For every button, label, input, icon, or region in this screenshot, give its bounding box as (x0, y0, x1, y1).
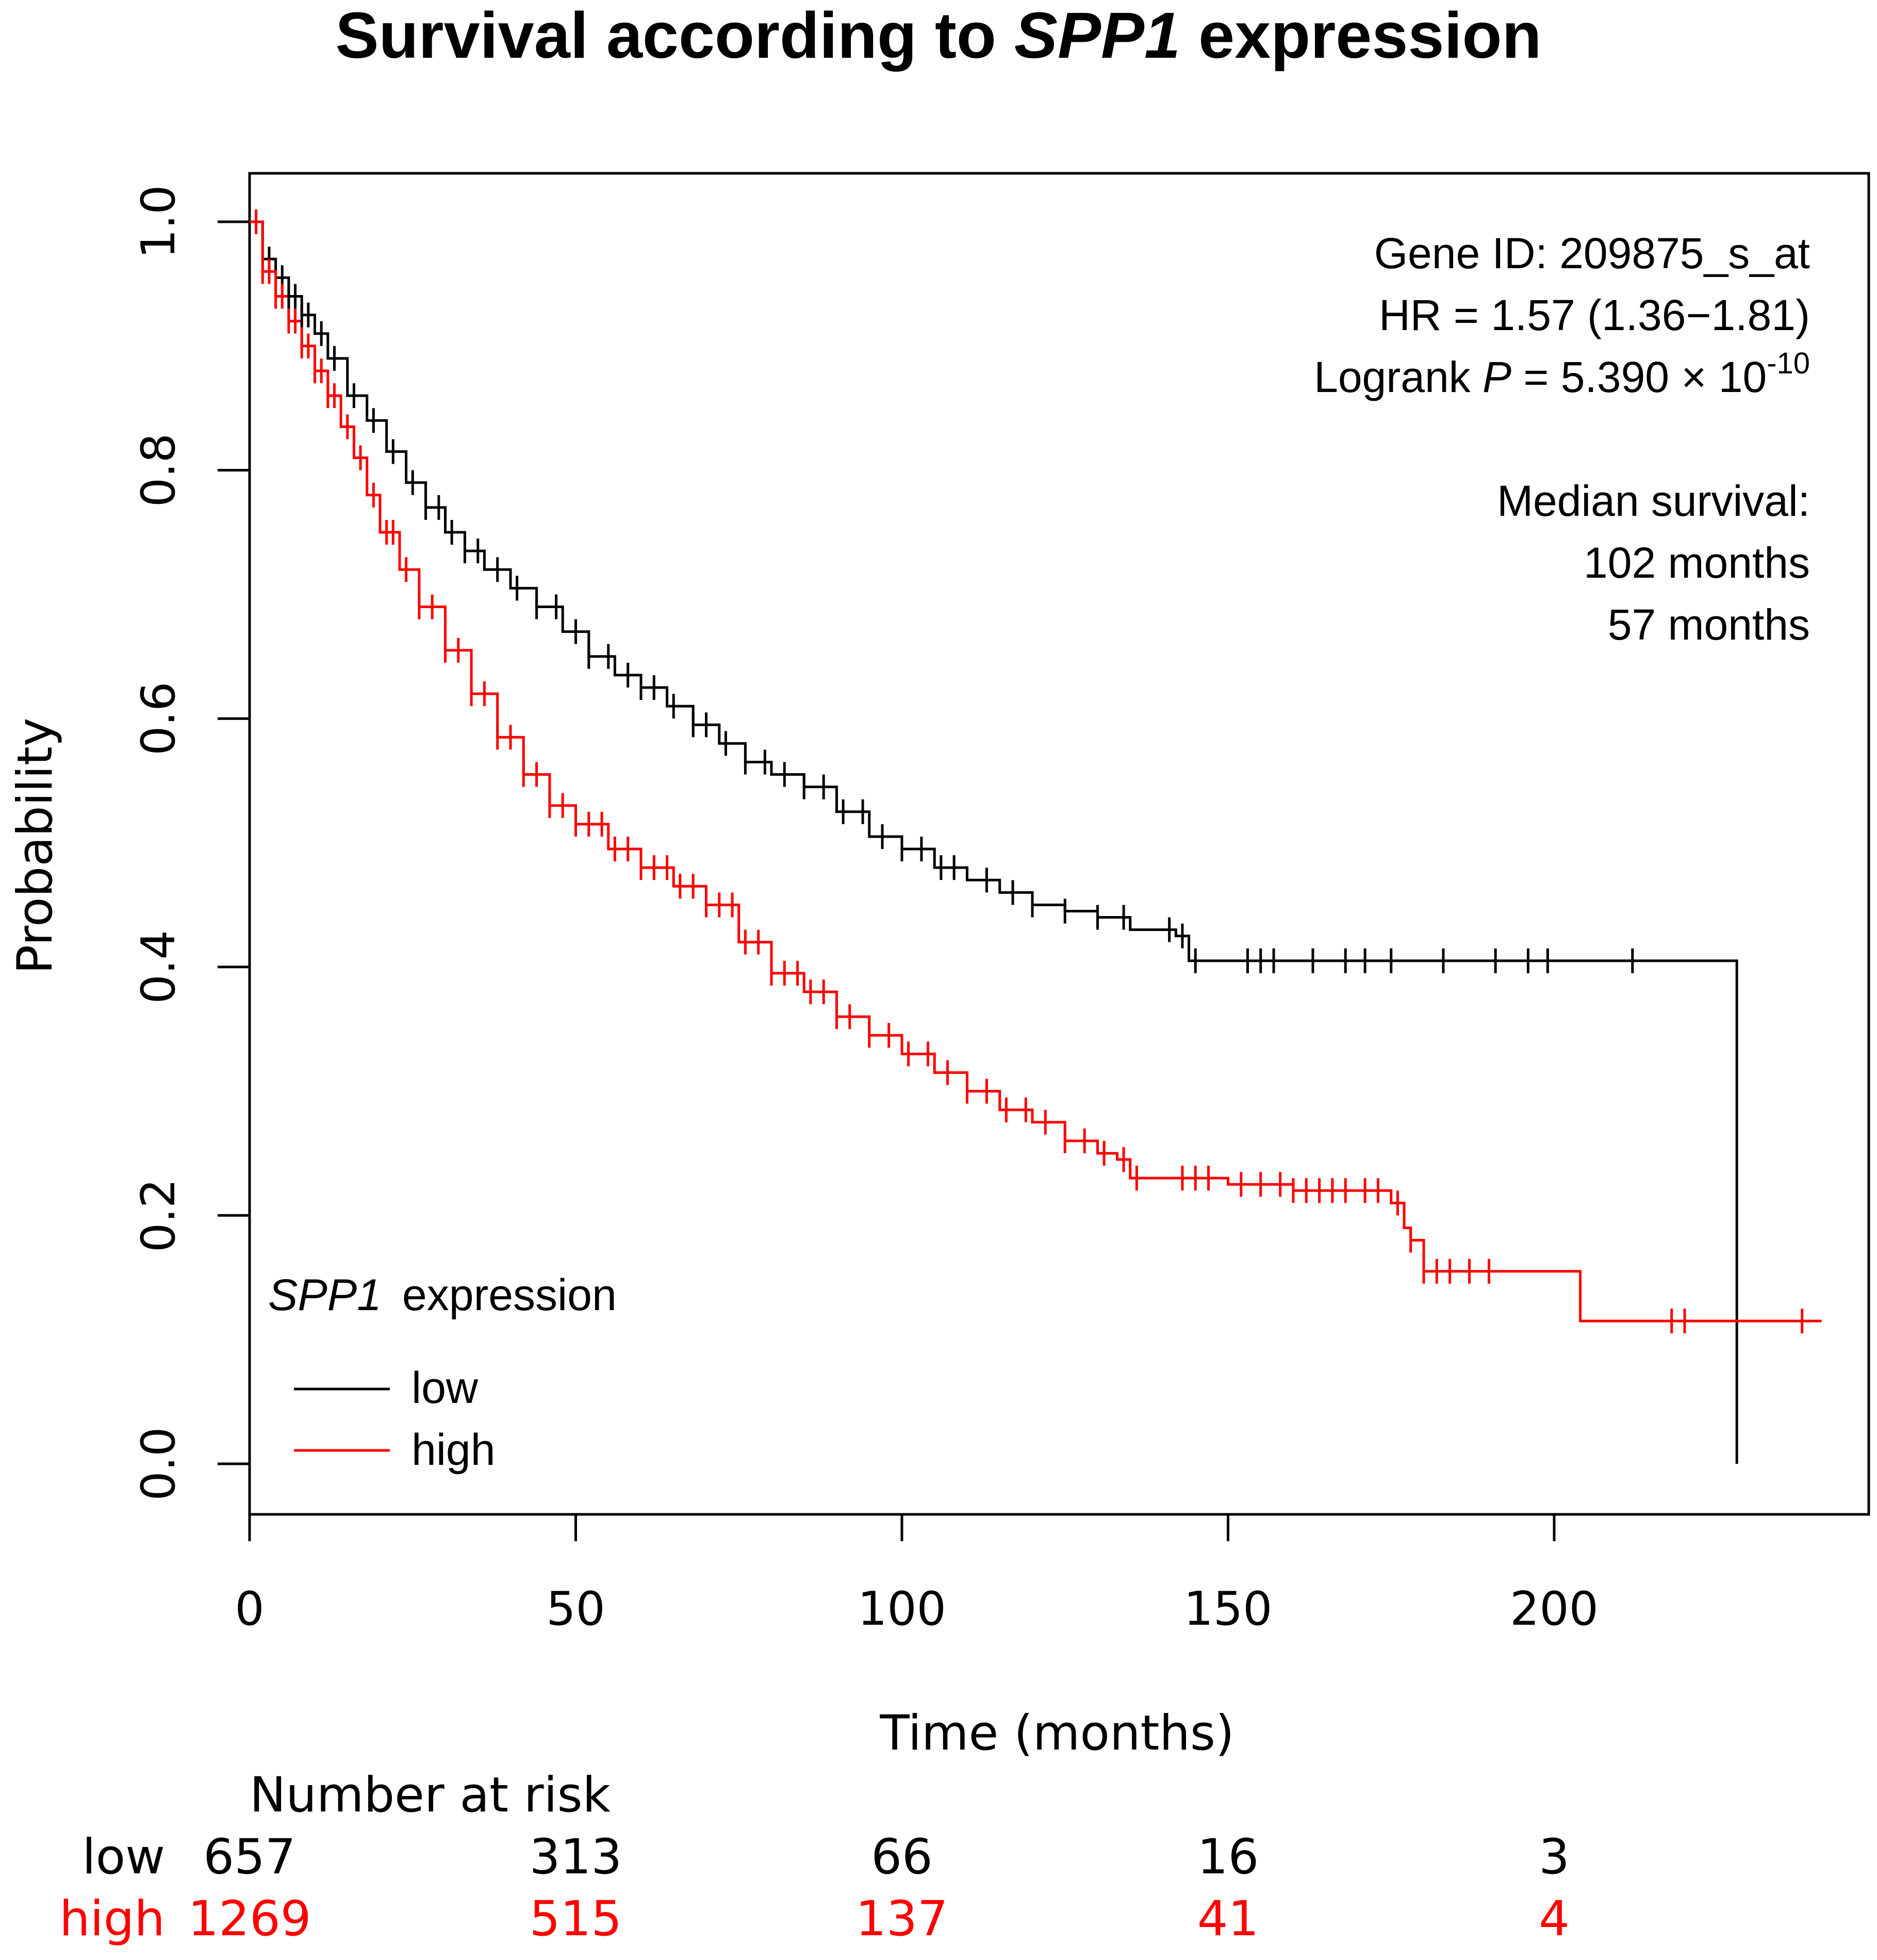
risk-value-high-2: 137 (855, 1891, 948, 1947)
x-tick-label-1: 50 (546, 1582, 605, 1636)
legend: SPP1 expression low high (268, 1270, 617, 1475)
risk-value-high-3: 41 (1197, 1891, 1259, 1947)
y-tick-label-4: 0.8 (131, 433, 186, 507)
x-axis: 0 50 100 150 200 (235, 1513, 1599, 1636)
gene-id-text: Gene ID: 209875_s_at (1374, 229, 1810, 277)
y-tick-label-0: 0.0 (131, 1427, 186, 1500)
risk-row-label-low: low (82, 1829, 165, 1885)
y-tick-label-1: 0.2 (131, 1179, 186, 1252)
risk-value-low-0: 657 (203, 1829, 295, 1885)
x-tick-label-0: 0 (235, 1582, 264, 1636)
legend-label-low: low (411, 1363, 479, 1413)
x-tick-label-4: 200 (1510, 1582, 1599, 1636)
risk-rows: low 657 313 66 16 3 high 1269 515 137 41 4 (59, 1829, 1570, 1947)
risk-value-low-3: 16 (1197, 1829, 1259, 1885)
median-label: Median survival: (1497, 477, 1810, 525)
risk-table: Number at risk low 657 313 66 16 3 high 1269 515… (59, 1767, 1570, 1947)
risk-table-title: Number at risk (250, 1767, 611, 1823)
x-axis-title: Time (months) (879, 1705, 1234, 1761)
logrank-text: Logrank P = 5.390 × 10-10 (1314, 347, 1810, 401)
legend-label-high: high (411, 1425, 496, 1475)
stats-block: Gene ID: 209875_s_at HR = 1.57 (1.36−1.8… (1314, 229, 1810, 649)
legend-title: SPP1 expression (268, 1270, 617, 1320)
median-high: 57 months (1608, 600, 1810, 649)
chart-title: Survival according to SPP1 expression (336, 0, 1542, 72)
censor-marks (255, 209, 1804, 1334)
y-axis-title: Probability (7, 718, 63, 974)
risk-value-low-2: 66 (871, 1829, 933, 1885)
risk-value-high-4: 4 (1539, 1891, 1570, 1947)
risk-value-high-1: 515 (530, 1891, 622, 1947)
y-axis: 0.0 0.2 0.4 0.6 0.8 1.0 (131, 185, 251, 1501)
y-tick-label-2: 0.4 (131, 930, 186, 1004)
risk-value-low-1: 313 (530, 1829, 622, 1885)
median-low: 102 months (1584, 538, 1810, 587)
x-tick-label-3: 150 (1184, 1582, 1273, 1636)
y-tick-label-5: 1.0 (131, 185, 186, 258)
risk-value-low-4: 3 (1539, 1829, 1570, 1885)
hr-text: HR = 1.57 (1.36−1.81) (1379, 291, 1810, 339)
y-tick-label-3: 0.6 (131, 682, 186, 756)
x-tick-label-2: 100 (858, 1582, 946, 1636)
risk-row-label-high: high (59, 1891, 165, 1947)
risk-value-high-0: 1269 (188, 1891, 311, 1947)
